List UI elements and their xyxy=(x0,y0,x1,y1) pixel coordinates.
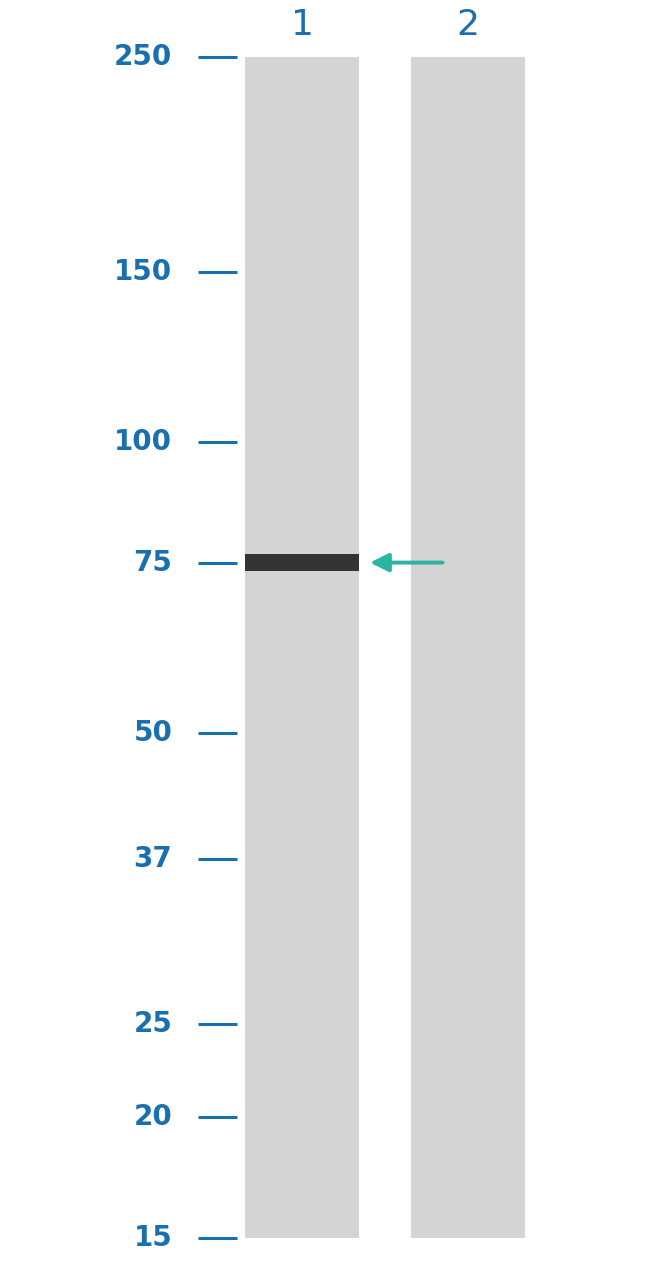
Text: 20: 20 xyxy=(133,1104,172,1132)
Text: 100: 100 xyxy=(114,428,172,456)
Text: 25: 25 xyxy=(133,1010,172,1038)
Text: 75: 75 xyxy=(133,549,172,577)
Text: 50: 50 xyxy=(133,719,172,747)
Text: 1: 1 xyxy=(291,8,314,42)
Bar xyxy=(246,554,359,570)
Text: 150: 150 xyxy=(114,258,172,286)
Bar xyxy=(246,57,359,1238)
Text: 2: 2 xyxy=(456,8,480,42)
Text: 15: 15 xyxy=(133,1224,172,1252)
Text: 250: 250 xyxy=(114,43,172,71)
Bar xyxy=(411,57,525,1238)
Text: 37: 37 xyxy=(133,846,172,874)
